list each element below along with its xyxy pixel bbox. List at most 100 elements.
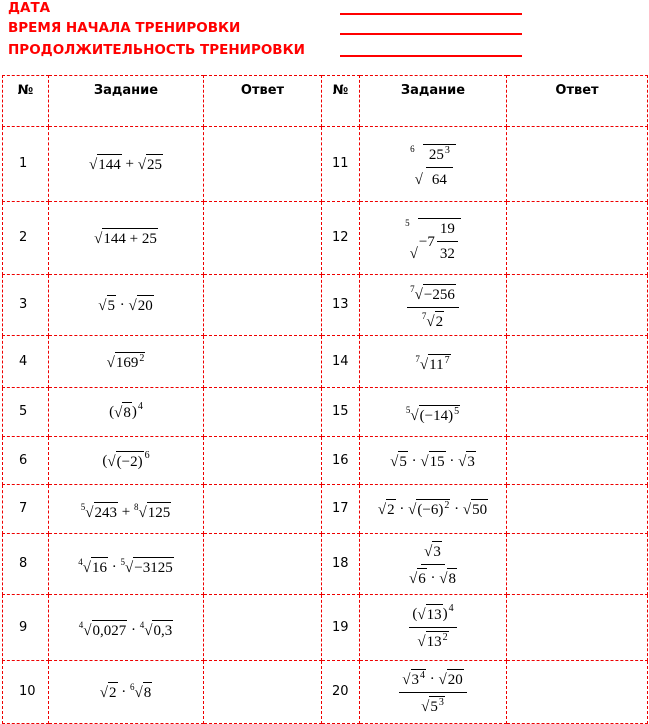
radical: √ 3 4 bbox=[402, 668, 426, 689]
radicand: 2 bbox=[386, 499, 396, 519]
radical: √ 8 bbox=[439, 567, 457, 588]
math-text: 144 + 25 bbox=[103, 231, 157, 247]
task-expression: (√ 13) 4 √ 13 2 bbox=[359, 594, 507, 661]
math-expression: 4 √ 0,027 · 4 √ 0,3 bbox=[79, 620, 174, 640]
start-time-field-line[interactable] bbox=[340, 33, 522, 35]
radical: √ 20 bbox=[129, 295, 154, 315]
radical-sign-icon: 8 √ bbox=[133, 501, 147, 521]
radical: √ (−2) bbox=[107, 450, 144, 471]
math-text: 3 bbox=[467, 453, 475, 470]
numerator: 25 3 bbox=[425, 146, 453, 168]
answer-cell[interactable] bbox=[506, 660, 648, 724]
radical: 5 √ −3125 bbox=[121, 556, 174, 577]
math-text: · bbox=[395, 501, 409, 517]
fraction: √ 3 4 · √ 20 √ 5 3 bbox=[399, 668, 467, 716]
answer-cell[interactable] bbox=[506, 484, 648, 534]
radicand: (−2) bbox=[115, 450, 144, 471]
task-number: 15 bbox=[321, 387, 360, 437]
task-expression: 7 √ −256 7 √ 2 bbox=[359, 274, 507, 336]
radical: √ 144 bbox=[89, 154, 122, 174]
radicand: 25 3 64 bbox=[422, 144, 456, 189]
radicand: 8 bbox=[142, 682, 153, 702]
math-expression: √ 169 2 bbox=[107, 351, 146, 372]
answer-cell[interactable] bbox=[506, 274, 648, 336]
table-row: 4 √ 169 2 14 7 √ 11 7 bbox=[2, 335, 648, 388]
radicand: (−6) 2 bbox=[416, 499, 451, 519]
answer-cell[interactable] bbox=[203, 274, 322, 336]
answer-cell[interactable] bbox=[203, 126, 322, 202]
answer-cell[interactable] bbox=[506, 201, 648, 275]
numerator: 19 bbox=[436, 220, 458, 242]
task-number: 20 bbox=[321, 660, 360, 724]
math-text: ( bbox=[102, 452, 108, 469]
duration-field-line[interactable] bbox=[340, 55, 522, 57]
radical-sign-icon: √ bbox=[377, 502, 387, 518]
task-number: 3 bbox=[2, 274, 49, 336]
table-row: 7 5 √ 243 + 8 √ 125 17 √ 2 · √ (−6) 2 · √ 50 bbox=[2, 484, 648, 534]
math-text: · bbox=[450, 501, 463, 517]
task-number: 2 bbox=[2, 201, 49, 275]
task-expression: √ 3 4 · √ 20 √ 5 3 bbox=[359, 660, 507, 724]
task-expression: (√ (−2) 6 bbox=[48, 436, 204, 485]
answer-cell[interactable] bbox=[203, 335, 322, 388]
task-number: 6 bbox=[2, 436, 49, 485]
task-number: 12 bbox=[321, 201, 360, 275]
radical: √ 5 3 bbox=[421, 695, 445, 716]
radical-sign-icon: √ bbox=[420, 453, 429, 470]
radical-sign-icon: 5 √ bbox=[405, 218, 418, 262]
math-text: 2 bbox=[387, 502, 395, 518]
answer-cell[interactable] bbox=[506, 126, 648, 202]
answer-cell[interactable] bbox=[203, 436, 322, 485]
task-number: 4 bbox=[2, 335, 49, 388]
answer-cell[interactable] bbox=[506, 335, 648, 388]
radical-sign-icon: √ bbox=[128, 298, 137, 314]
math-text: 5 bbox=[430, 698, 438, 715]
root-index: 6 bbox=[130, 682, 135, 692]
answer-cell[interactable] bbox=[506, 436, 648, 485]
radical-sign-icon: 6 √ bbox=[130, 682, 143, 701]
root-index: 5 bbox=[405, 404, 411, 415]
radical: √ 6 bbox=[409, 567, 427, 588]
radical: 8 √ 125 bbox=[133, 501, 172, 522]
math-text: + bbox=[118, 503, 134, 520]
answer-cell[interactable] bbox=[203, 201, 322, 275]
answer-cell[interactable] bbox=[203, 533, 322, 595]
col-answer: Ответ bbox=[506, 75, 648, 127]
radical: √ (−6) 2 bbox=[408, 499, 451, 519]
math-expression: √ 3 √ 6 · √ 8 bbox=[404, 540, 462, 588]
math-expression: 5 √ −7 19 32 bbox=[405, 218, 461, 263]
radicand: 169 2 bbox=[114, 351, 146, 372]
math-text: ( bbox=[412, 606, 418, 622]
exponent: 6 bbox=[144, 449, 150, 461]
root-index: 7 bbox=[415, 354, 420, 364]
radicand: 25 bbox=[145, 154, 163, 174]
col-number: № bbox=[2, 75, 49, 127]
date-field-line[interactable] bbox=[340, 13, 522, 15]
radical-sign-icon: √ bbox=[417, 634, 426, 650]
radicand: 15 bbox=[428, 450, 446, 471]
math-text: 2 bbox=[435, 314, 444, 330]
radical: √ 2 bbox=[378, 499, 396, 519]
answer-cell[interactable] bbox=[203, 387, 322, 437]
task-expression: 7 √ 11 7 bbox=[359, 335, 507, 388]
task-number: 16 bbox=[321, 436, 360, 485]
radical-sign-icon: √ bbox=[99, 685, 108, 701]
answer-cell[interactable] bbox=[203, 594, 322, 661]
math-text: 16 bbox=[92, 559, 108, 576]
radical: 4 √ 16 bbox=[78, 556, 109, 577]
answer-cell[interactable] bbox=[506, 594, 648, 661]
radicand: −7 19 32 bbox=[417, 218, 461, 263]
answer-cell[interactable] bbox=[203, 484, 322, 534]
radical: √ 3 bbox=[458, 450, 476, 471]
duration-label: ПРОДОЛЖИТЕЛЬНОСТЬ ТРЕНИРОВКИ bbox=[8, 42, 305, 58]
math-expression: (√ 13) 4 √ 13 2 bbox=[407, 604, 458, 651]
answer-cell[interactable] bbox=[506, 533, 648, 595]
denominator: 32 bbox=[437, 242, 458, 263]
answer-cell[interactable] bbox=[203, 660, 322, 724]
math-text: 169 bbox=[115, 354, 139, 371]
numerator: (√ 13) 4 bbox=[409, 604, 457, 628]
radicand: 144 bbox=[97, 154, 122, 174]
answer-cell[interactable] bbox=[506, 387, 648, 437]
radical-sign-icon: √ bbox=[409, 570, 418, 587]
